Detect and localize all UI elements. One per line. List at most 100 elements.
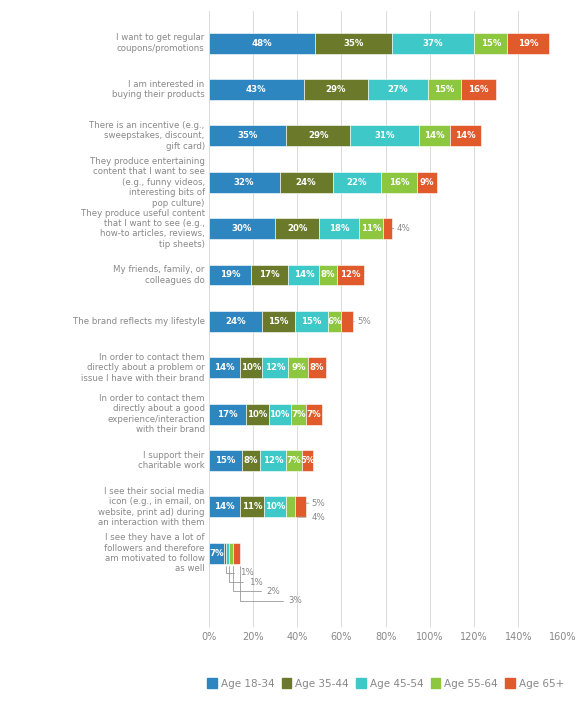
Bar — [304, 79, 368, 100]
Text: 1%: 1% — [226, 566, 253, 577]
Bar — [240, 496, 264, 518]
Text: 17%: 17% — [218, 410, 238, 418]
Text: 24%: 24% — [225, 317, 246, 326]
Bar — [280, 172, 333, 193]
Bar — [264, 496, 286, 518]
Bar — [226, 543, 229, 564]
Bar — [320, 218, 359, 239]
Bar — [286, 450, 302, 471]
Text: 16%: 16% — [389, 178, 409, 186]
Text: 10%: 10% — [241, 363, 261, 372]
Text: 30%: 30% — [232, 224, 252, 233]
Bar — [209, 79, 304, 100]
Bar — [262, 357, 288, 378]
Bar — [209, 264, 251, 286]
Text: 10%: 10% — [247, 410, 267, 418]
Bar — [350, 125, 419, 146]
Text: 6%: 6% — [328, 317, 342, 326]
Text: 14%: 14% — [424, 131, 445, 140]
Bar — [302, 450, 313, 471]
Bar — [419, 125, 450, 146]
Text: 8%: 8% — [310, 363, 324, 372]
Legend: Age 18-34, Age 35-44, Age 45-54, Age 55-64, Age 65+: Age 18-34, Age 35-44, Age 45-54, Age 55-… — [203, 674, 568, 693]
Text: 12%: 12% — [265, 363, 285, 372]
Text: 15%: 15% — [481, 38, 501, 48]
Bar — [383, 218, 392, 239]
Text: 14%: 14% — [293, 271, 314, 279]
Bar — [224, 543, 226, 564]
Text: 5%: 5% — [300, 456, 314, 465]
Text: 24%: 24% — [296, 178, 317, 186]
Text: 8%: 8% — [244, 456, 258, 465]
Text: 29%: 29% — [308, 131, 328, 140]
Text: 14%: 14% — [214, 363, 234, 372]
Bar — [246, 403, 269, 425]
Bar — [306, 403, 321, 425]
Text: 27%: 27% — [387, 85, 408, 94]
Bar — [337, 264, 364, 286]
Bar — [240, 357, 262, 378]
Text: 2%: 2% — [233, 566, 280, 596]
Bar — [381, 172, 416, 193]
Bar — [295, 496, 306, 518]
Text: 7%: 7% — [306, 410, 321, 418]
Bar — [260, 450, 286, 471]
Text: 3%: 3% — [240, 566, 302, 605]
Text: 18%: 18% — [329, 224, 350, 233]
Bar — [209, 218, 275, 239]
Bar — [474, 33, 508, 54]
Text: 12%: 12% — [263, 456, 283, 465]
Bar — [416, 172, 437, 193]
Bar — [209, 357, 240, 378]
Text: 8%: 8% — [321, 271, 335, 279]
Bar — [242, 450, 260, 471]
Text: 7%: 7% — [209, 549, 224, 558]
Bar — [209, 33, 315, 54]
Text: 11%: 11% — [361, 224, 382, 233]
Text: 37%: 37% — [423, 38, 444, 48]
Text: 9%: 9% — [419, 178, 434, 186]
Bar — [269, 403, 291, 425]
Text: 15%: 15% — [215, 456, 235, 465]
Text: 19%: 19% — [220, 271, 240, 279]
Text: 15%: 15% — [269, 317, 289, 326]
Text: 35%: 35% — [237, 131, 258, 140]
Bar — [309, 357, 326, 378]
Text: 9%: 9% — [291, 363, 306, 372]
Text: 5%: 5% — [353, 317, 371, 326]
Text: 15%: 15% — [302, 317, 322, 326]
Text: 31%: 31% — [374, 131, 395, 140]
Bar — [275, 218, 320, 239]
Text: 7%: 7% — [287, 456, 301, 465]
Text: 43%: 43% — [246, 85, 267, 94]
Bar — [315, 33, 392, 54]
Bar — [233, 543, 240, 564]
Bar — [209, 543, 224, 564]
Bar — [209, 311, 262, 332]
Text: 15%: 15% — [434, 85, 455, 94]
Bar — [209, 172, 280, 193]
Text: 17%: 17% — [259, 271, 280, 279]
Bar — [368, 79, 427, 100]
Text: 7%: 7% — [291, 410, 306, 418]
Text: 29%: 29% — [326, 85, 346, 94]
Text: 14%: 14% — [455, 131, 476, 140]
Text: 32%: 32% — [234, 178, 255, 186]
Bar — [450, 125, 481, 146]
Bar — [392, 33, 474, 54]
Bar — [251, 264, 288, 286]
Text: 1%: 1% — [229, 566, 262, 586]
Text: 16%: 16% — [468, 85, 489, 94]
Bar — [288, 357, 309, 378]
Text: 4%: 4% — [298, 513, 325, 522]
Bar — [461, 79, 496, 100]
Bar — [291, 403, 306, 425]
Bar — [342, 311, 353, 332]
Text: 5%: 5% — [306, 498, 325, 508]
Bar — [209, 496, 240, 518]
Bar — [286, 125, 350, 146]
Text: 35%: 35% — [343, 38, 364, 48]
Bar — [209, 450, 242, 471]
Bar — [333, 172, 381, 193]
Bar — [320, 264, 337, 286]
